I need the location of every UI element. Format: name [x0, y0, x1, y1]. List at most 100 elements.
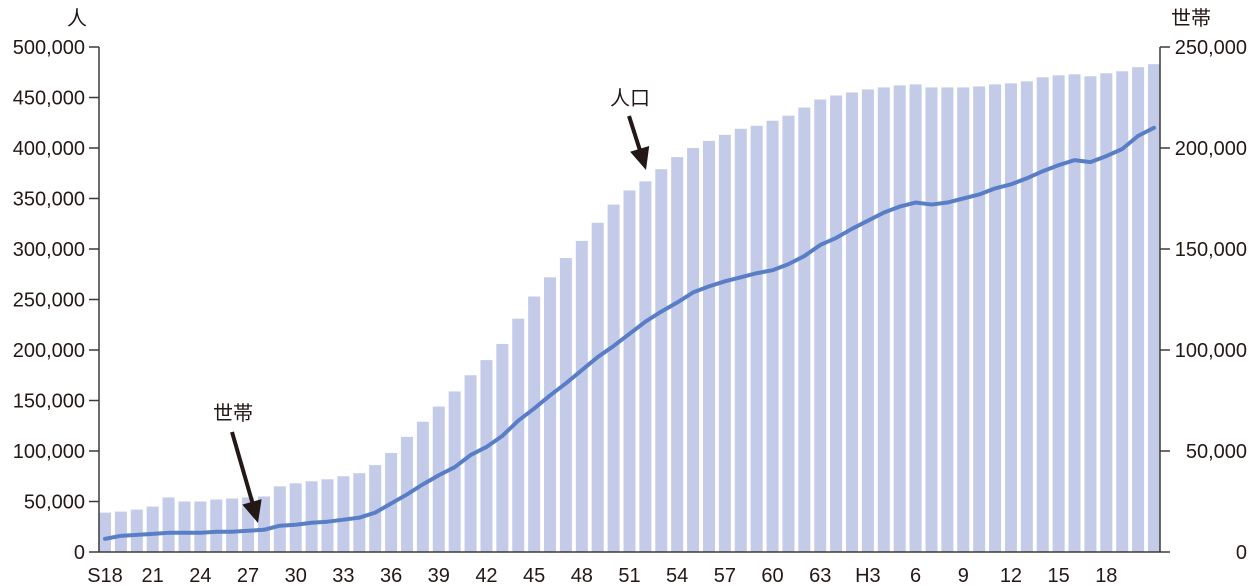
population-bar [1052, 75, 1065, 552]
population-bar [289, 483, 302, 552]
population-bar [861, 89, 874, 553]
population-bar [1148, 64, 1160, 553]
y-axis-right-tick-label: 150,000 [1175, 239, 1247, 261]
x-axis-tick-label: H3 [855, 565, 881, 586]
population-bar [671, 157, 684, 552]
population-bar [639, 181, 652, 552]
population-bar [432, 406, 445, 552]
annotation-households-arrow-shaft [230, 431, 255, 504]
y-axis-left-tick-label: 200,000 [13, 340, 85, 362]
population-bar [369, 465, 382, 552]
annotation-households: 世帯 [213, 402, 262, 523]
x-axis-tick-label: 51 [618, 565, 640, 586]
population-bar [178, 501, 191, 552]
y-axis-left-tick-label: 500,000 [13, 37, 85, 59]
y-axis-left-tick-label: 0 [74, 542, 85, 564]
population-bar [782, 115, 795, 553]
x-axis-tick-label: 12 [1000, 565, 1022, 586]
households-series [103, 125, 1156, 541]
population-bar [607, 204, 620, 552]
population-bar [909, 84, 922, 553]
population-bar [544, 277, 557, 552]
population-bar [989, 84, 1002, 553]
x-axis-tick-label: 15 [1048, 565, 1070, 586]
population-bar [226, 498, 239, 552]
x-axis-tick-label: 36 [380, 565, 402, 586]
y-axis-right-tick-label: 100,000 [1175, 340, 1247, 362]
y-axis-right-tick-label: 0 [1236, 542, 1247, 564]
x-axis-tick-label: 63 [809, 565, 831, 586]
population-bar [623, 190, 636, 553]
x-axis-tick-label: 57 [714, 565, 736, 586]
population-bar [687, 148, 700, 552]
y-axis-left-tick-label: 150,000 [13, 391, 85, 413]
population-bar [798, 107, 811, 552]
population-bar [1100, 73, 1113, 552]
y-axis-left-tick-label: 250,000 [13, 290, 85, 312]
x-axis-tick-label: 45 [523, 565, 545, 586]
y-axis-right-tick-label: 50,000 [1186, 441, 1247, 463]
population-bar [559, 258, 572, 552]
population-bar [814, 99, 827, 553]
x-axis-tick-label: 9 [958, 565, 969, 586]
y-axis-right-title: 世帯 [1171, 7, 1211, 30]
x-axis-tick-labels: S18 21 24 27 30 33 36 39 42 45 48 51 54 57 60 63 H3 6 9 12 1… [87, 565, 1117, 586]
annotation-population: 人口 [610, 87, 650, 170]
population-bar [146, 506, 159, 552]
population-bar [941, 87, 954, 553]
population-bar [496, 343, 509, 552]
population-bar [925, 87, 938, 553]
population-bar [321, 479, 334, 552]
population-bar [1116, 71, 1129, 553]
x-axis-tick-label: 39 [428, 565, 450, 586]
y-axis-left-tick-label: 300,000 [13, 239, 85, 261]
annotation-households-arrow-head [242, 499, 262, 523]
y-axis-right-tick-label: 250,000 [1175, 37, 1247, 59]
x-axis-tick-label: 33 [332, 565, 354, 586]
population-bar [1132, 67, 1145, 552]
y-axis-left-ticks: 0 50,000 100,000 150,000 200,000 250,000 300,0… [13, 37, 99, 564]
population-bar [210, 499, 223, 552]
y-axis-left-tick-label: 450,000 [13, 88, 85, 110]
x-axis-tick-label: 48 [571, 565, 593, 586]
population-bar [162, 497, 175, 552]
x-axis-tick-label: S18 [87, 565, 123, 586]
population-bar [1020, 81, 1033, 552]
population-bars [99, 64, 1160, 553]
population-bar [305, 481, 318, 552]
y-axis-left-tick-label: 400,000 [13, 138, 85, 160]
population-bar [512, 318, 525, 552]
population-bar [416, 421, 429, 552]
annotation-households-label: 世帯 [213, 402, 253, 425]
population-bar [973, 86, 986, 552]
x-axis-tick-label: 6 [910, 565, 921, 586]
population-bar [893, 85, 906, 552]
population-bar [575, 240, 588, 553]
population-bar [257, 496, 270, 552]
y-axis-left-title: 人 [67, 7, 87, 30]
population-bar [1004, 83, 1017, 553]
population-bar [766, 120, 779, 552]
population-bar [750, 125, 763, 552]
population-bar [957, 87, 970, 553]
population-bar [480, 360, 493, 552]
x-axis-tick-label: 54 [666, 565, 688, 586]
x-axis-tick-label: 24 [189, 565, 211, 586]
population-bar [337, 476, 350, 552]
households-line [103, 125, 1156, 541]
x-axis-tick-label: 21 [142, 565, 164, 586]
population-bar [830, 95, 843, 552]
annotation-population-arrow-shaft [627, 115, 643, 153]
population-bar [1068, 74, 1081, 553]
x-axis-tick-label: 42 [475, 565, 497, 586]
population-bar [130, 509, 143, 552]
population-bar [718, 134, 731, 552]
y-axis-left-tick-label: 50,000 [24, 492, 85, 514]
population-bar [528, 296, 541, 552]
population-bar [846, 92, 859, 552]
y-axis-right-ticks: 0 50,000 100,000 150,000 200,000 250,000 [1160, 37, 1247, 564]
y-axis-left-tick-label: 100,000 [13, 441, 85, 463]
population-bar [877, 87, 890, 553]
population-bar [114, 511, 127, 552]
